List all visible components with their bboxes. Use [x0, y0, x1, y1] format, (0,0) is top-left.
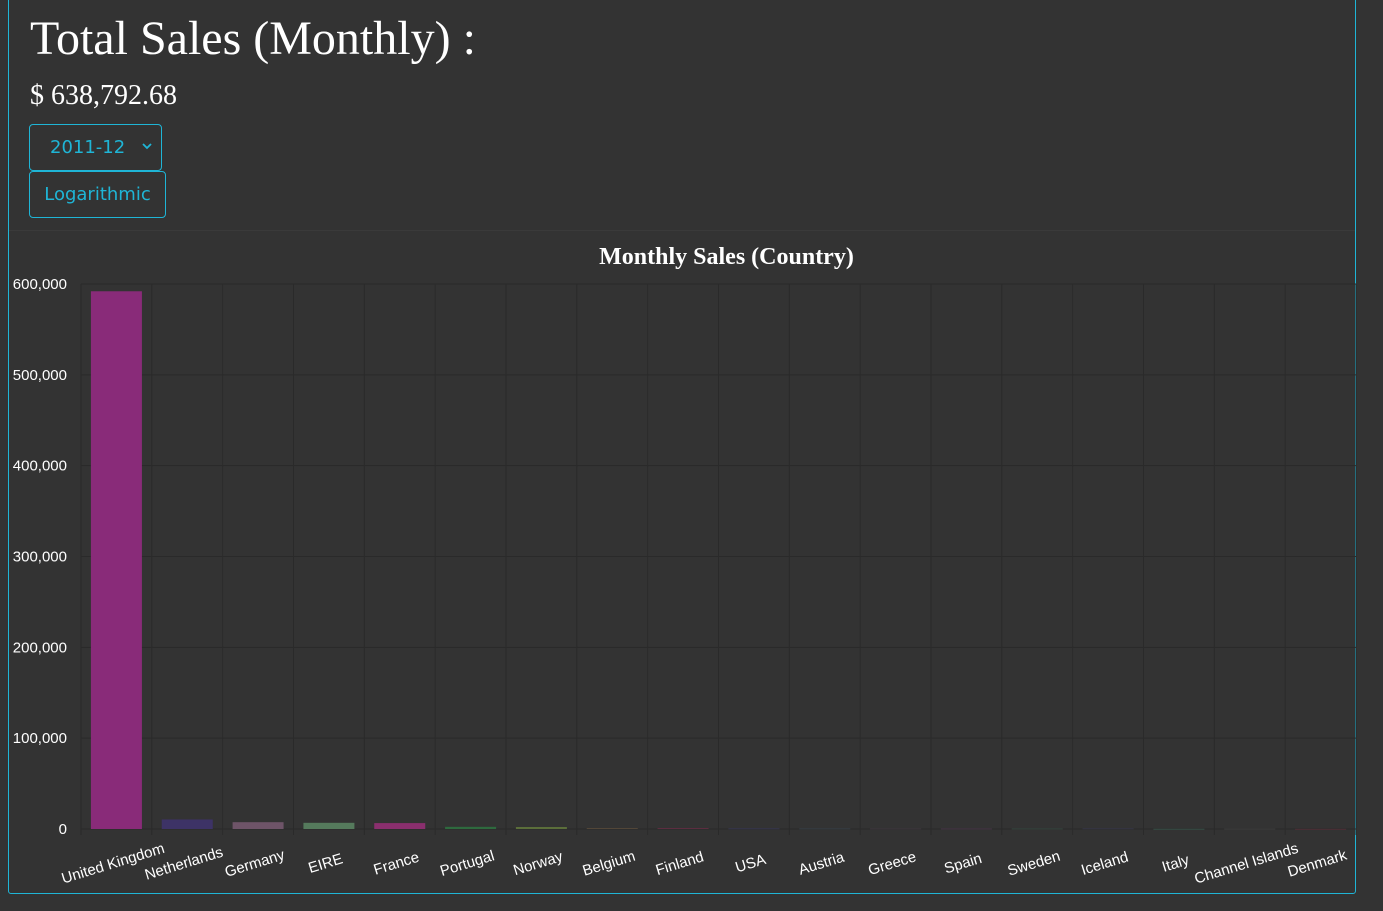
x-tick-label: Sweden	[1006, 848, 1063, 880]
bar[interactable]	[515, 827, 567, 829]
bar[interactable]	[445, 826, 497, 829]
y-tick-label: 400,000	[13, 458, 67, 475]
x-tick-label: France	[372, 849, 422, 879]
x-tick-label: Norway	[511, 848, 565, 879]
bar[interactable]	[90, 291, 142, 829]
bar[interactable]	[940, 828, 992, 830]
bar[interactable]	[374, 823, 426, 829]
bar[interactable]	[728, 828, 780, 830]
logarithmic-toggle-button[interactable]: Logarithmic	[29, 171, 166, 218]
y-tick-label: 300,000	[13, 549, 67, 566]
x-tick-label: Austria	[797, 849, 847, 879]
chevron-down-icon	[142, 143, 152, 150]
bar[interactable]	[657, 828, 709, 829]
bar[interactable]	[1153, 828, 1205, 830]
bar[interactable]	[303, 822, 355, 829]
bar[interactable]	[1224, 828, 1276, 830]
page-title: Total Sales (Monthly) :	[30, 12, 476, 65]
x-tick-label: Iceland	[1079, 848, 1130, 878]
y-tick-label: 500,000	[13, 367, 67, 384]
bar[interactable]	[1295, 828, 1347, 830]
x-tick-label: Germany	[223, 846, 287, 880]
bar[interactable]	[870, 828, 922, 830]
x-tick-label: Spain	[942, 850, 984, 877]
x-tick-label: Finland	[654, 848, 706, 879]
bar[interactable]	[232, 822, 284, 829]
x-tick-label: Greece	[866, 848, 918, 879]
bar[interactable]	[1011, 828, 1063, 830]
y-tick-label: 600,000	[13, 276, 67, 293]
bar[interactable]	[1082, 828, 1134, 830]
x-tick-label: USA	[733, 851, 767, 876]
month-select[interactable]: 2011-12	[29, 124, 162, 171]
x-tick-label: Portugal	[438, 847, 496, 880]
month-select-value: 2011-12	[50, 137, 126, 158]
bar[interactable]	[586, 828, 638, 829]
chart-title: Monthly Sales (Country)	[599, 244, 854, 270]
x-tick-label: Channel Islands	[1193, 840, 1301, 888]
y-tick-label: 200,000	[13, 639, 67, 656]
chart-divider	[9, 230, 1355, 231]
total-sales-value: $ 638,792.68	[30, 80, 177, 111]
bar[interactable]	[799, 828, 851, 830]
x-tick-label: Belgium	[581, 848, 638, 880]
x-tick-label: Italy	[1160, 851, 1192, 875]
y-tick-label: 0	[59, 821, 67, 838]
x-tick-label: EIRE	[306, 850, 344, 876]
bar[interactable]	[161, 819, 213, 829]
y-tick-label: 100,000	[13, 730, 67, 747]
